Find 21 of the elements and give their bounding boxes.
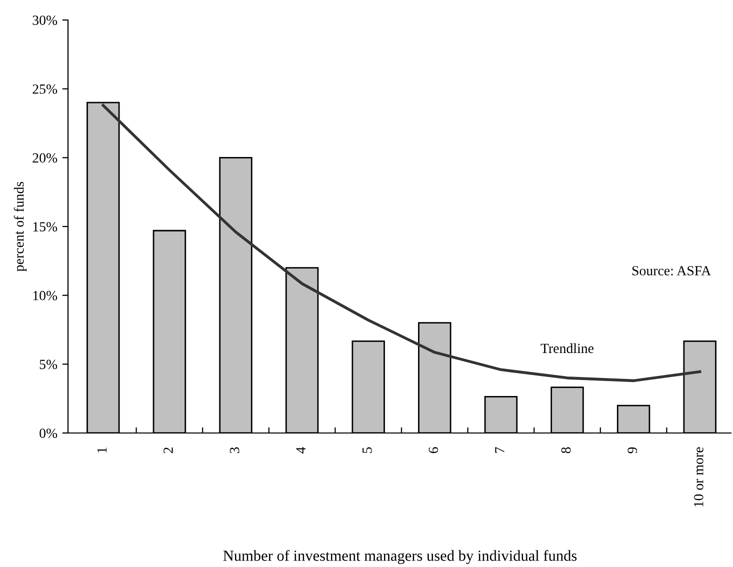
x-tick-label: 8 bbox=[561, 447, 571, 454]
x-tick-label: 7 bbox=[495, 447, 504, 453]
x-axis-title: Number of investment managers used by individual funds bbox=[223, 550, 577, 564]
annotation: Source: ASFA bbox=[632, 266, 712, 276]
x-tick-label: 2 bbox=[164, 448, 173, 454]
x-tick-label: 5 bbox=[362, 447, 372, 453]
x-tick-label: 9 bbox=[628, 447, 638, 454]
x-tick-label: 10 or more bbox=[694, 447, 704, 506]
y-tick-label: 5% bbox=[40, 360, 58, 370]
x-tick-label: 1 bbox=[97, 448, 106, 452]
y-axis-title: percent of funds bbox=[14, 182, 27, 272]
x-tick-label: 4 bbox=[296, 446, 306, 454]
y-tick-label: 15% bbox=[33, 222, 58, 232]
y-tick-label: 30% bbox=[32, 16, 58, 25]
y-tick-label: 0% bbox=[40, 428, 58, 438]
y-tick-label: 20% bbox=[32, 153, 58, 163]
y-tick-label: 25% bbox=[32, 84, 58, 94]
y-tick-label: 10% bbox=[33, 290, 58, 300]
series-label: Trendline bbox=[540, 343, 594, 354]
x-tick-label: 3 bbox=[230, 447, 240, 454]
x-tick-label: 6 bbox=[428, 447, 438, 454]
